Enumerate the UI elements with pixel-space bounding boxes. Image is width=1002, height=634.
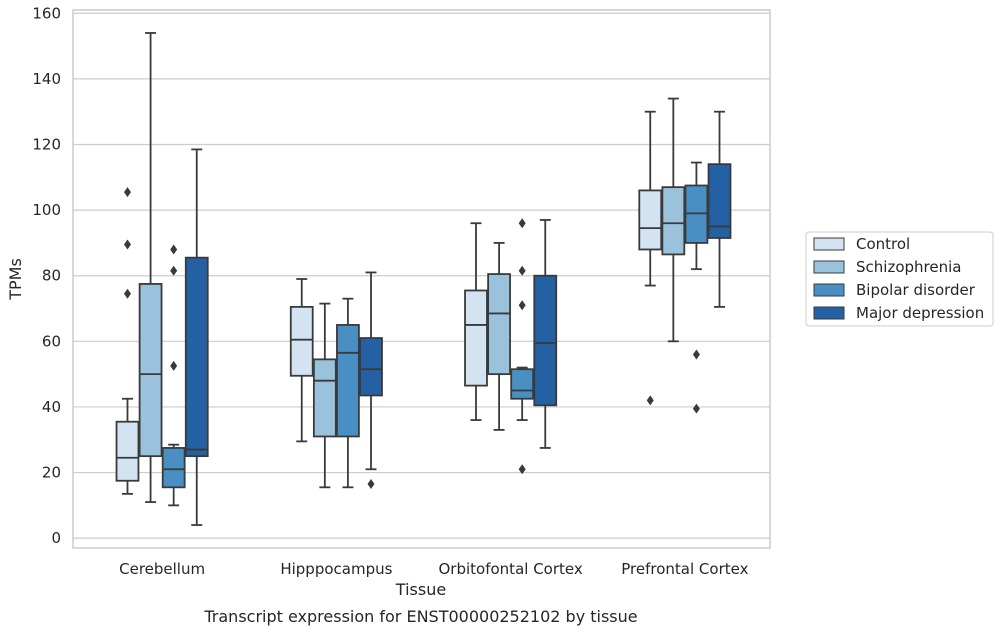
y-tick-label: 140 — [32, 70, 61, 88]
y-tick-label: 60 — [42, 332, 61, 350]
legend-label: Schizophrenia — [856, 258, 961, 276]
outlier-point — [367, 479, 375, 490]
legend-swatch — [813, 283, 845, 297]
legend-label: Bipolar disorder — [856, 281, 976, 299]
outlier-point — [123, 288, 131, 299]
outlier-point — [123, 187, 131, 198]
iqr-box — [359, 337, 383, 397]
box-control — [115, 187, 140, 495]
outlier-point — [692, 349, 700, 360]
box-schizophrenia — [138, 32, 163, 503]
outlier-point — [518, 300, 526, 311]
legend-swatch — [813, 306, 845, 320]
box-control — [464, 222, 488, 421]
y-tick-label: 20 — [42, 464, 61, 482]
plot-frame — [72, 9, 771, 549]
x-tick-label: Orbitofontal Cortex — [439, 560, 583, 578]
iqr-box — [115, 420, 140, 482]
box-major-depression — [359, 271, 383, 490]
x-axis-ticks: Cerebellum Hipppocampus Orbitofontal Corte… — [119, 560, 748, 578]
iqr-box — [464, 289, 488, 387]
outlier-point — [170, 244, 178, 255]
x-tick-label: Prefrontal Cortex — [621, 560, 748, 578]
y-axis-ticks: 0 20 40 60 80 100 120 140 160 — [32, 4, 61, 547]
y-tick-label: 80 — [42, 267, 61, 285]
iqr-box — [487, 273, 511, 376]
iqr-box — [336, 324, 360, 438]
outlier-point — [518, 265, 526, 276]
y-tick-label: 120 — [32, 136, 61, 154]
y-tick-label: 40 — [42, 398, 61, 416]
box-bipolar-disorder — [161, 244, 186, 507]
box-major-depression — [533, 219, 558, 449]
outlier-point — [170, 360, 178, 371]
box-control — [289, 278, 314, 443]
box-bipolar-disorder — [684, 161, 709, 414]
outlier-point — [518, 218, 526, 229]
box-bipolar-disorder — [510, 218, 535, 475]
x-tick-label: Hipppocampus — [280, 560, 392, 578]
iqr-box — [184, 256, 209, 458]
iqr-box — [161, 447, 186, 489]
outlier-point — [123, 239, 131, 250]
iqr-box — [289, 305, 314, 377]
legend-frame — [805, 231, 994, 327]
box-schizophrenia — [487, 242, 511, 431]
box-bipolar-disorder — [336, 297, 360, 489]
legend-swatch — [813, 237, 845, 251]
box-major-depression — [707, 110, 732, 308]
box-schizophrenia — [661, 97, 686, 343]
legend-label: Control — [856, 235, 910, 253]
legend-label: Major depression — [856, 304, 984, 322]
box-control — [638, 110, 663, 406]
x-axis-title: Tissue — [395, 580, 446, 599]
iqr-box — [312, 358, 337, 438]
legend-items: Control Schizophrenia Bipolar disorder Majo… — [813, 235, 984, 322]
chart-caption: Transcript expression for ENST0000025210… — [203, 607, 637, 626]
outlier-point — [646, 395, 654, 406]
y-axis-title: TPMs — [6, 258, 25, 301]
iqr-box — [533, 274, 558, 407]
legend-swatch — [813, 260, 845, 274]
iqr-box — [661, 186, 686, 256]
x-tick-label: Cerebellum — [119, 560, 205, 578]
outlier-point — [518, 464, 526, 475]
iqr-box — [707, 163, 732, 239]
legend: Control Schizophrenia Bipolar disorder Majo… — [805, 231, 994, 327]
y-tick-label: 160 — [32, 4, 61, 22]
outlier-point — [170, 265, 178, 276]
y-tick-label: 100 — [32, 201, 61, 219]
iqr-box — [510, 368, 535, 400]
box-major-depression — [184, 148, 209, 526]
outlier-point — [692, 403, 700, 414]
box-series — [115, 32, 732, 526]
box-schizophrenia — [312, 302, 337, 489]
y-tick-label: 0 — [51, 529, 61, 547]
iqr-box — [638, 189, 663, 251]
iqr-box — [138, 283, 163, 458]
